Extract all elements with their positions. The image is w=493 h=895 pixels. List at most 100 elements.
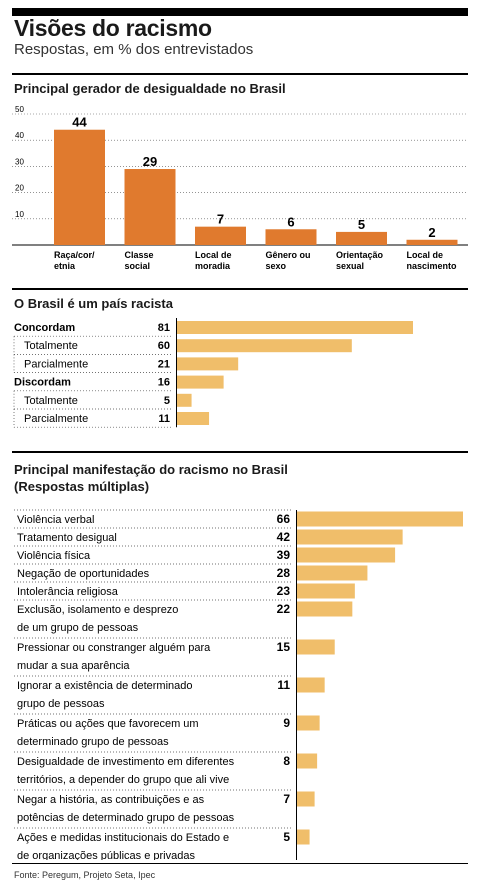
bar xyxy=(177,321,413,334)
row-label: determinado grupo de pessoas xyxy=(17,736,169,748)
category-label: Gênero ou xyxy=(266,250,311,260)
category-label: sexual xyxy=(336,261,364,271)
bar-value-label: 7 xyxy=(217,212,224,227)
row-label: Violência física xyxy=(17,550,91,562)
bar xyxy=(195,226,246,245)
bar xyxy=(297,715,320,731)
category-label: nascimento xyxy=(407,261,458,271)
row-label: grupo de pessoas xyxy=(17,698,105,710)
bar xyxy=(406,239,458,245)
bar xyxy=(177,393,192,407)
row-label: Ações e medidas institucionais do Estado… xyxy=(17,832,229,844)
row-label: Discordam xyxy=(14,377,71,389)
bar xyxy=(177,375,224,389)
row-label: de organizações públicas e privadas xyxy=(17,850,195,860)
bar xyxy=(297,677,325,693)
bar-value-label: 44 xyxy=(72,115,87,130)
category-label: Orientação xyxy=(336,250,384,260)
bar xyxy=(124,169,176,245)
bar xyxy=(297,529,403,545)
row-value: 9 xyxy=(283,716,290,730)
bar xyxy=(297,547,396,563)
chart2-horizontal-bars: Concordam 81 Totalmente 60 Parcialmente 21 Dis… xyxy=(13,318,413,428)
bar xyxy=(265,229,317,245)
row-value: 5 xyxy=(164,395,170,407)
section-divider xyxy=(12,73,468,75)
row-value: 39 xyxy=(277,548,291,562)
row-value: 23 xyxy=(277,584,291,598)
row-value: 11 xyxy=(158,413,170,425)
bar xyxy=(297,639,335,655)
row-label: Exclusão, isolamento e desprezo xyxy=(17,604,178,616)
category-label: sexo xyxy=(266,261,287,271)
row-label: mudar a sua aparência xyxy=(17,660,130,672)
row-label: Violência verbal xyxy=(17,514,94,526)
section-divider xyxy=(12,451,468,453)
footer-divider xyxy=(12,863,468,864)
y-tick-label: 20 xyxy=(15,184,24,193)
row-value: 28 xyxy=(277,566,291,580)
chart3-horizontal-bars: Violência verbal 66 Tratamento desigual 42 V… xyxy=(14,509,463,860)
bar xyxy=(177,357,239,371)
page-title: Visões do racismo xyxy=(14,15,212,41)
y-tick-label: 50 xyxy=(15,105,24,114)
chart3-title: Principal manifestação do racismo no Bra… xyxy=(14,462,288,494)
bar xyxy=(54,129,105,245)
row-label: Totalmente xyxy=(24,340,78,352)
bar-value-label: 2 xyxy=(428,225,435,240)
chart1-title: Principal gerador de desigualdade no Bra… xyxy=(14,81,286,96)
row-value: 16 xyxy=(158,377,170,389)
row-label: Parcialmente xyxy=(24,413,88,425)
row-label: Negar a história, as contribuições e as xyxy=(17,794,205,806)
page-subtitle: Respostas, em % dos entrevistados xyxy=(14,41,254,58)
row-value: 60 xyxy=(158,340,170,352)
row-value: 21 xyxy=(158,358,170,370)
category-label: moradia xyxy=(195,261,231,271)
row-label: Totalmente xyxy=(24,395,78,407)
row-label: Desigualdade de investimento em diferent… xyxy=(17,756,235,768)
row-value: 22 xyxy=(277,602,291,616)
category-label: Classe xyxy=(125,250,154,260)
bar xyxy=(177,412,210,425)
row-value: 66 xyxy=(277,512,291,526)
row-value: 5 xyxy=(283,830,290,844)
category-label: Raça/cor/ xyxy=(54,250,95,260)
bar xyxy=(297,565,368,581)
row-value: 81 xyxy=(158,322,170,334)
y-tick-label: 10 xyxy=(15,210,24,219)
top-rule xyxy=(12,8,468,16)
row-label: Concordam xyxy=(14,322,75,334)
source-note: Fonte: Peregum, Projeto Seta, Ipec xyxy=(14,870,156,880)
row-label: de um grupo de pessoas xyxy=(17,622,139,634)
row-label: Práticas ou ações que favorecem um xyxy=(17,718,199,730)
row-label: Parcialmente xyxy=(24,358,88,370)
row-label: Tratamento desigual xyxy=(17,532,117,544)
row-label: Negação de oportunidades xyxy=(17,568,150,580)
category-label: Local de xyxy=(407,250,444,260)
row-label: Ignorar a existência de determinado xyxy=(17,680,193,692)
bar xyxy=(177,339,352,353)
row-value: 11 xyxy=(277,678,290,692)
row-value: 42 xyxy=(277,530,291,544)
y-tick-label: 40 xyxy=(15,131,24,140)
section-divider xyxy=(12,288,468,290)
category-label: social xyxy=(125,261,151,271)
chart2-title: O Brasil é um país racista xyxy=(14,296,173,311)
bar-value-label: 5 xyxy=(358,217,365,232)
bar xyxy=(297,583,355,599)
category-label: etnia xyxy=(54,261,76,271)
bar-value-label: 6 xyxy=(287,214,294,229)
row-label: Intolerância religiosa xyxy=(17,586,119,598)
bar xyxy=(297,753,318,769)
bar xyxy=(297,511,463,527)
row-value: 7 xyxy=(283,792,290,806)
category-label: Local de xyxy=(195,250,232,260)
row-value: 15 xyxy=(277,640,291,654)
bar xyxy=(297,601,353,617)
chart1-vertical-bars: 10 20 30 40 50 44 Raça/cor/etnia 29 Classesocial… xyxy=(12,105,468,271)
row-label: territórios, a depender do grupo que ali… xyxy=(17,774,229,786)
bar xyxy=(297,829,310,845)
bar xyxy=(336,231,387,245)
bar-value-label: 29 xyxy=(143,154,157,169)
row-label: Pressionar ou constranger alguém para xyxy=(17,642,211,654)
